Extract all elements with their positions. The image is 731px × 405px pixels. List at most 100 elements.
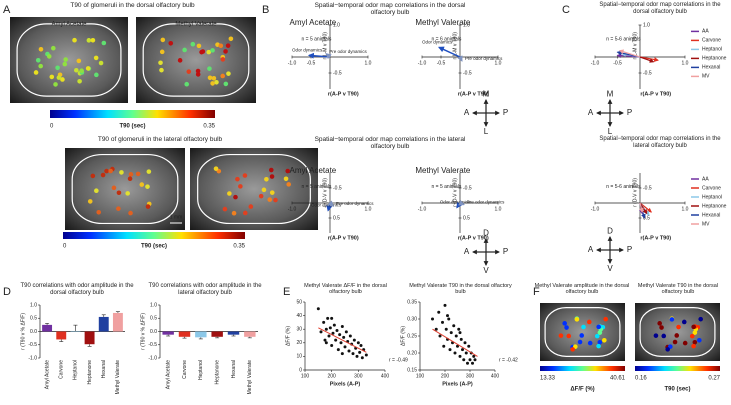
- glomerulus: [283, 176, 289, 182]
- glomerulus: [225, 43, 231, 48]
- bar: [244, 331, 256, 337]
- x-axis-label: r(A-P v T90): [640, 235, 671, 241]
- glomerulus: [108, 168, 113, 174]
- colorbar: [540, 366, 625, 371]
- glomerulus: [160, 37, 166, 43]
- x-tick-label: 100: [301, 373, 310, 379]
- glomerulus: [231, 210, 237, 216]
- x-tick-label: Carvone: [182, 360, 188, 379]
- glomerulus: [566, 333, 572, 339]
- chart-title: T90 correlations with odor amplitude in …: [148, 283, 262, 296]
- glomerulus: [285, 168, 291, 174]
- glomerulus: [207, 75, 213, 81]
- glomerulus: [200, 49, 206, 54]
- x-axis-label: Pixels (A-P): [330, 381, 361, 387]
- bar: [98, 316, 109, 332]
- x-tick-label: Hexanal: [231, 360, 237, 378]
- glomerulus: [273, 197, 278, 203]
- legend-label: Heptanol: [702, 194, 722, 200]
- vector-label: Pre odor dynamics: [329, 49, 367, 54]
- scatter-point: [444, 327, 448, 331]
- glomerulus: [558, 333, 564, 338]
- glomerulus: [159, 67, 164, 73]
- x-axis-label: r(A-P v T90): [328, 91, 359, 97]
- x-tick-label: -1.0: [288, 60, 297, 66]
- y-tick-label: 0.0: [150, 329, 157, 335]
- x-tick-label: 1.0: [365, 60, 372, 66]
- y-tick-label: 1.0: [30, 302, 37, 308]
- chart-title: Amyl Acetate: [290, 18, 337, 27]
- compass-label: D: [483, 228, 489, 237]
- compass-label: V: [483, 266, 489, 275]
- vector-arrow: [438, 46, 461, 58]
- y-tick-label: 0.25: [407, 333, 417, 339]
- panel-title: T90 of glomeruli in the dorsal olfactory…: [70, 2, 195, 9]
- image-background: [10, 17, 128, 103]
- image-label: Methyl Valerate: [175, 22, 217, 28]
- vector-label: Pre odor dynamics: [465, 56, 503, 61]
- legend-label: MV: [702, 74, 710, 80]
- glomerulus: [86, 38, 92, 43]
- y-tick-label: -1.0: [148, 355, 157, 361]
- annotation: n = 6 animals: [432, 37, 462, 43]
- y-tick-label: -0.5: [148, 342, 157, 348]
- glomerulus: [661, 333, 667, 339]
- image-background: [635, 303, 720, 361]
- vector-label: Pre odor dynamics: [336, 201, 374, 206]
- x-axis-label: r(A-P v T90): [328, 235, 359, 241]
- glomerulus: [227, 191, 232, 196]
- y-tick-label: 1.0: [150, 302, 157, 308]
- bar: [178, 331, 191, 337]
- glomerulus: [38, 46, 44, 52]
- glomerulus: [653, 333, 659, 338]
- x-tick-label: Methyl Valerate: [247, 360, 253, 395]
- scatter-point: [324, 327, 328, 331]
- glomerulus: [195, 72, 201, 77]
- compass-label: L: [484, 127, 489, 136]
- colorbar-label: ΔF/F (%): [570, 387, 594, 393]
- glomerulus: [268, 167, 274, 173]
- colorbar: [50, 110, 215, 118]
- y-tick-label: -0.5: [463, 70, 472, 76]
- x-tick-label: -1.0: [418, 206, 427, 212]
- glomerulus: [33, 70, 39, 75]
- trend-line: [432, 328, 478, 357]
- glomerulus: [119, 170, 124, 175]
- image-background: [540, 303, 625, 361]
- scatter-point: [338, 333, 342, 337]
- scatter-point: [438, 334, 442, 338]
- bar: [195, 331, 207, 338]
- scatter-point: [456, 344, 459, 348]
- scatter-point: [355, 354, 359, 358]
- glomerulus: [659, 325, 664, 330]
- y-tick-label: 1.0: [463, 22, 470, 28]
- scatter-point: [330, 316, 334, 320]
- glomerulus: [145, 204, 151, 209]
- y-tick-label: 40: [296, 313, 302, 319]
- glomerulus: [669, 317, 675, 322]
- scatter-point: [471, 361, 474, 365]
- annotation: r = -0.42: [499, 357, 518, 363]
- image-background: [65, 148, 185, 230]
- panel-label: B: [262, 4, 269, 16]
- glomerulus: [562, 321, 567, 326]
- glomerulus: [46, 54, 52, 59]
- x-tick-label: Hexanal: [101, 360, 107, 378]
- y-tick-label: 0.5: [30, 316, 37, 322]
- compass-label: M: [607, 89, 614, 98]
- y-axis-label: r (T90 v % ΔF/F): [20, 313, 26, 350]
- panel-title: Spatial−temporal odor map correlations i…: [314, 2, 466, 17]
- bar: [70, 330, 81, 332]
- scatter-point: [348, 334, 352, 338]
- x-axis-label: r(A-P v T90): [458, 235, 489, 241]
- scatter-point: [454, 334, 458, 338]
- glomerulus: [228, 36, 234, 42]
- y-tick-label: 1.0: [643, 22, 650, 28]
- x-tick-label: -1.0: [591, 206, 600, 212]
- y-tick-label: -0.5: [643, 70, 652, 76]
- panel-label: F: [533, 286, 540, 298]
- scatter-point: [458, 354, 462, 358]
- glomerulus: [177, 58, 183, 63]
- y-tick-label: 0: [299, 367, 302, 373]
- x-tick-label: 400: [381, 373, 390, 379]
